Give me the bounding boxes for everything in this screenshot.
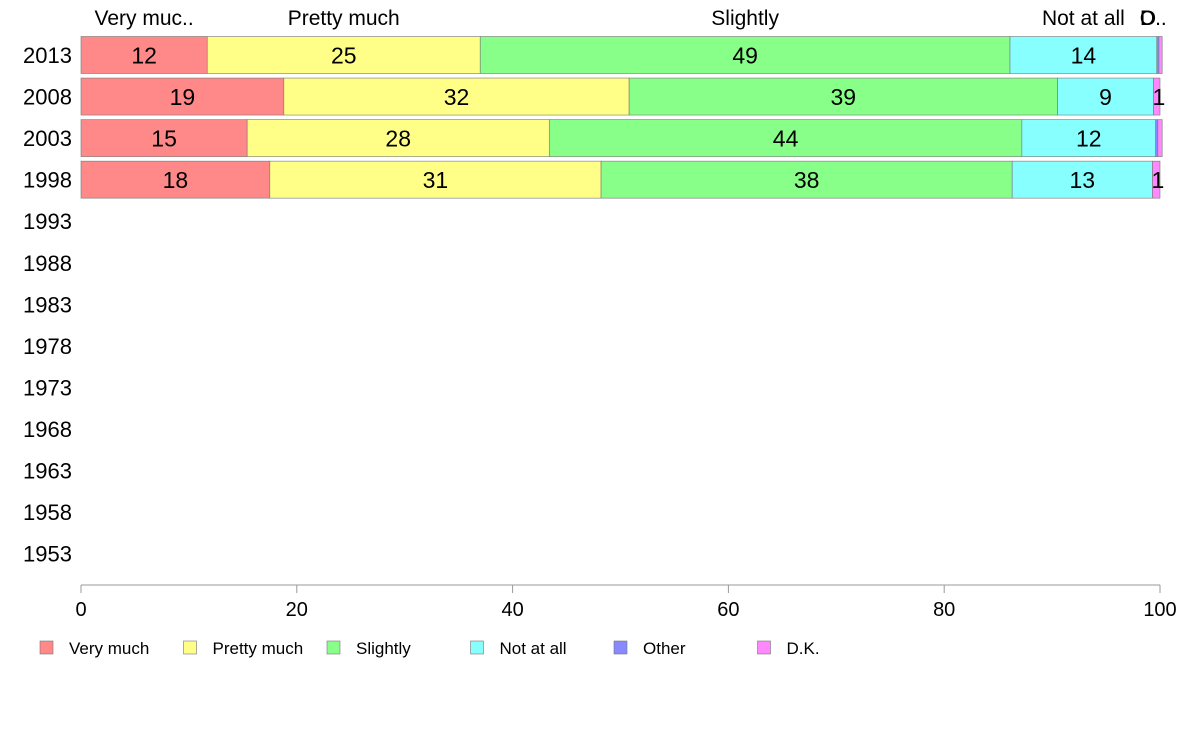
bar-segment <box>1156 36 1160 74</box>
y-tick-label: 1968 <box>23 417 72 442</box>
bar-value-label: 28 <box>385 126 411 152</box>
legend-label: Other <box>643 639 686 658</box>
bar-segment <box>548 119 1023 157</box>
bar-segment <box>1152 160 1161 199</box>
y-tick-label: 1993 <box>23 209 72 234</box>
bar-segment <box>1158 36 1163 74</box>
bar-value-label: 25 <box>331 43 357 69</box>
legend-swatch <box>470 640 484 655</box>
bar-segment <box>283 77 630 116</box>
bar-value-label: 44 <box>773 126 799 152</box>
x-tick-label: 20 <box>286 599 308 621</box>
top-category-label: Slightly <box>711 7 779 30</box>
y-tick-label: 1988 <box>23 251 72 276</box>
bar-value-label: 14 <box>1071 43 1097 69</box>
legend-label: Not at all <box>500 639 567 658</box>
y-tick-label: 2013 <box>23 43 72 68</box>
bar-value-label: 18 <box>163 167 189 193</box>
bar-segment <box>80 119 248 157</box>
bar-segment <box>1021 119 1156 157</box>
bar-value-label: 15 <box>151 126 177 152</box>
bar-value-label: 31 <box>423 167 449 193</box>
y-tick-label: 1953 <box>23 542 72 567</box>
bar-segment <box>246 119 550 157</box>
x-tick-label: 0 <box>75 599 86 621</box>
x-tick-label: 40 <box>501 599 523 621</box>
bar-value-label: 1 <box>1153 84 1166 110</box>
bar-value-label: 19 <box>170 84 196 110</box>
legend-label: Pretty much <box>213 639 304 658</box>
y-tick-label: 1958 <box>23 500 72 525</box>
top-category-labels: Very muc.. Pretty much Slightly Not at all O… <box>95 7 1167 30</box>
bars: 12 25 49 14 19 32 39 9 1 15 28 44 12 18 31 38 13 1 <box>80 36 1166 199</box>
x-tick-label: 100 <box>1143 599 1176 621</box>
bar-segment <box>1057 77 1154 116</box>
bar-segment <box>1153 77 1161 116</box>
bar-segment <box>80 160 271 199</box>
bar-value-label: 13 <box>1070 167 1096 193</box>
legend-swatch <box>613 640 628 655</box>
y-tick-label: 2003 <box>23 126 72 151</box>
y-axis: 2013 2008 2003 1998 1993 1988 1983 1978 1973 1968… <box>23 43 72 567</box>
bar-segment <box>206 36 481 74</box>
x-tick-label: 80 <box>933 599 955 621</box>
bar-value-label: 12 <box>131 43 157 69</box>
bar-segment <box>628 77 1058 116</box>
top-category-label: Very muc.. <box>95 7 194 30</box>
bar-value-label: 9 <box>1099 84 1112 110</box>
bar-value-label: 39 <box>831 84 857 110</box>
bar-segment <box>1011 160 1153 199</box>
x-tick-label: 60 <box>717 599 739 621</box>
legend-swatch <box>326 640 341 655</box>
bar-segment <box>269 160 602 199</box>
y-tick-label: 1998 <box>23 168 72 193</box>
bar-value-label: 12 <box>1076 126 1102 152</box>
legend-label: Slightly <box>356 639 411 658</box>
y-tick-label: 1978 <box>23 334 72 359</box>
legend-swatch <box>757 640 771 655</box>
bar-segment <box>1009 36 1158 74</box>
y-tick-label: 1973 <box>23 375 72 400</box>
legend-label: Very much <box>69 639 149 658</box>
y-tick-label: 1963 <box>23 459 72 484</box>
bar-value-label: 49 <box>732 43 758 69</box>
top-category-label: O <box>1140 7 1156 30</box>
bar-segment <box>80 77 285 116</box>
top-category-label: D.. <box>1140 7 1167 30</box>
legend-swatch <box>39 640 54 655</box>
top-category-label: Not at all <box>1042 7 1125 30</box>
bar-segment <box>600 160 1013 199</box>
x-axis: 0 20 40 60 80 100 <box>75 584 1177 621</box>
bar-value-label: 32 <box>444 84 470 110</box>
bar-value-label: 38 <box>794 167 820 193</box>
bar-segment <box>1157 119 1163 157</box>
legend: Very much Pretty much Slightly Not at all Ot… <box>39 639 820 658</box>
y-tick-label: 2008 <box>23 85 72 110</box>
bar-value-label: 1 <box>1151 167 1164 193</box>
y-tick-label: 1983 <box>23 292 72 317</box>
legend-swatch <box>183 640 197 655</box>
top-category-label: Pretty much <box>288 7 400 30</box>
bar-segment <box>1155 119 1159 157</box>
legend-label: D.K. <box>787 639 820 658</box>
